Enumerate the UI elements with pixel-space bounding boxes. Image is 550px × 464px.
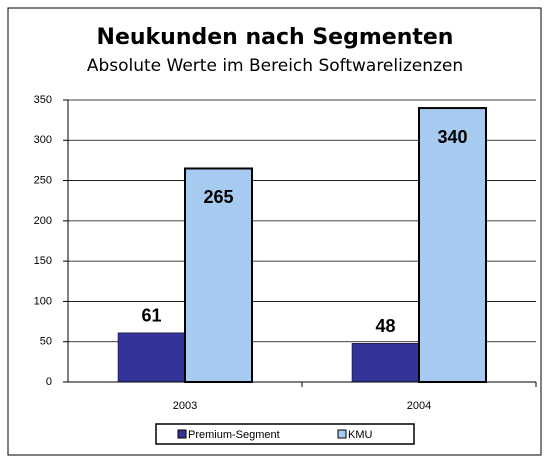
x-tick-label: 2003 bbox=[173, 400, 197, 412]
legend-label: Premium-Segment bbox=[188, 429, 280, 441]
y-tick-label: 300 bbox=[34, 134, 52, 146]
y-tick-label: 150 bbox=[34, 255, 52, 267]
bar bbox=[351, 343, 420, 383]
chart-subtitle: Absolute Werte im Bereich Softwarelizenz… bbox=[87, 56, 463, 76]
value-label: 265 bbox=[203, 187, 233, 207]
value-label: 340 bbox=[437, 127, 467, 147]
legend-box bbox=[155, 423, 415, 445]
y-tick-label: 200 bbox=[34, 215, 52, 227]
bar bbox=[418, 107, 487, 384]
value-label: 48 bbox=[375, 316, 395, 336]
y-tick-label: 0 bbox=[46, 376, 52, 388]
y-tick-label: 350 bbox=[34, 94, 52, 106]
legend-swatch bbox=[337, 429, 347, 439]
legend-swatch bbox=[177, 429, 187, 439]
legend-label: KMU bbox=[348, 429, 373, 441]
bar bbox=[117, 332, 186, 383]
x-tick-label: 2004 bbox=[407, 400, 431, 412]
y-tick-label: 50 bbox=[40, 336, 52, 348]
bar bbox=[184, 167, 253, 383]
y-tick-label: 100 bbox=[34, 295, 52, 307]
y-tick-label: 250 bbox=[34, 174, 52, 186]
value-label: 61 bbox=[141, 306, 161, 326]
chart-title: Neukunden nach Segmenten bbox=[97, 25, 454, 50]
